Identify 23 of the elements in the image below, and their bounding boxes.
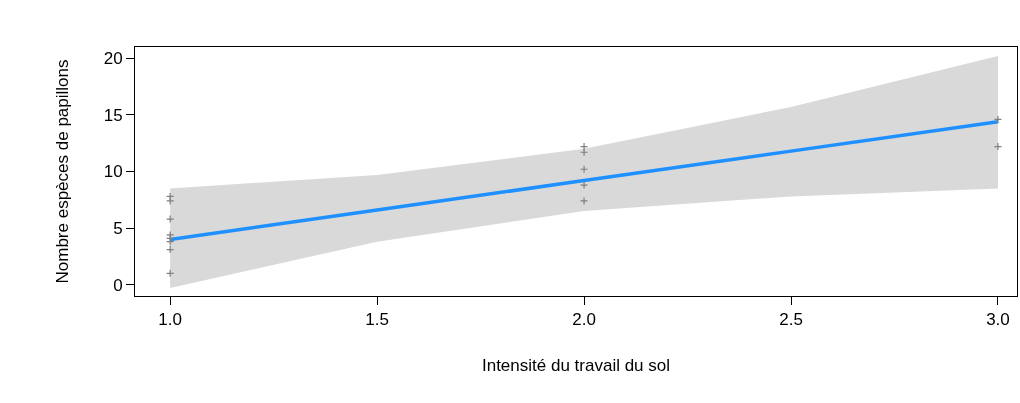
x-tick-label: 2.5: [779, 310, 803, 330]
point: [166, 230, 175, 239]
point: [579, 196, 589, 206]
y-axis-title: Nombre espèces de papillons: [53, 59, 73, 284]
x-axis-title: Intensité du travail du sol: [481, 355, 671, 375]
point: [993, 142, 1003, 151]
point: [579, 148, 589, 157]
point: [579, 142, 589, 151]
y-tick-label: 0: [113, 275, 123, 295]
point: [579, 165, 589, 174]
x-tick-label: 2.0: [572, 310, 596, 330]
x-tick-label: 1.5: [365, 310, 389, 330]
point: [166, 214, 175, 224]
point: [166, 196, 175, 206]
x-tick-label: 1.0: [158, 310, 182, 330]
line-series: [168, 119, 1000, 242]
y-tick-label: 20: [103, 49, 123, 69]
point: [993, 115, 1003, 124]
y-tick-label: 5: [113, 219, 123, 239]
point: [579, 180, 589, 190]
y-tick-label: 15: [103, 105, 123, 125]
y-tick-label: 10: [103, 162, 123, 182]
x-tick-label: 3.0: [986, 310, 1010, 330]
